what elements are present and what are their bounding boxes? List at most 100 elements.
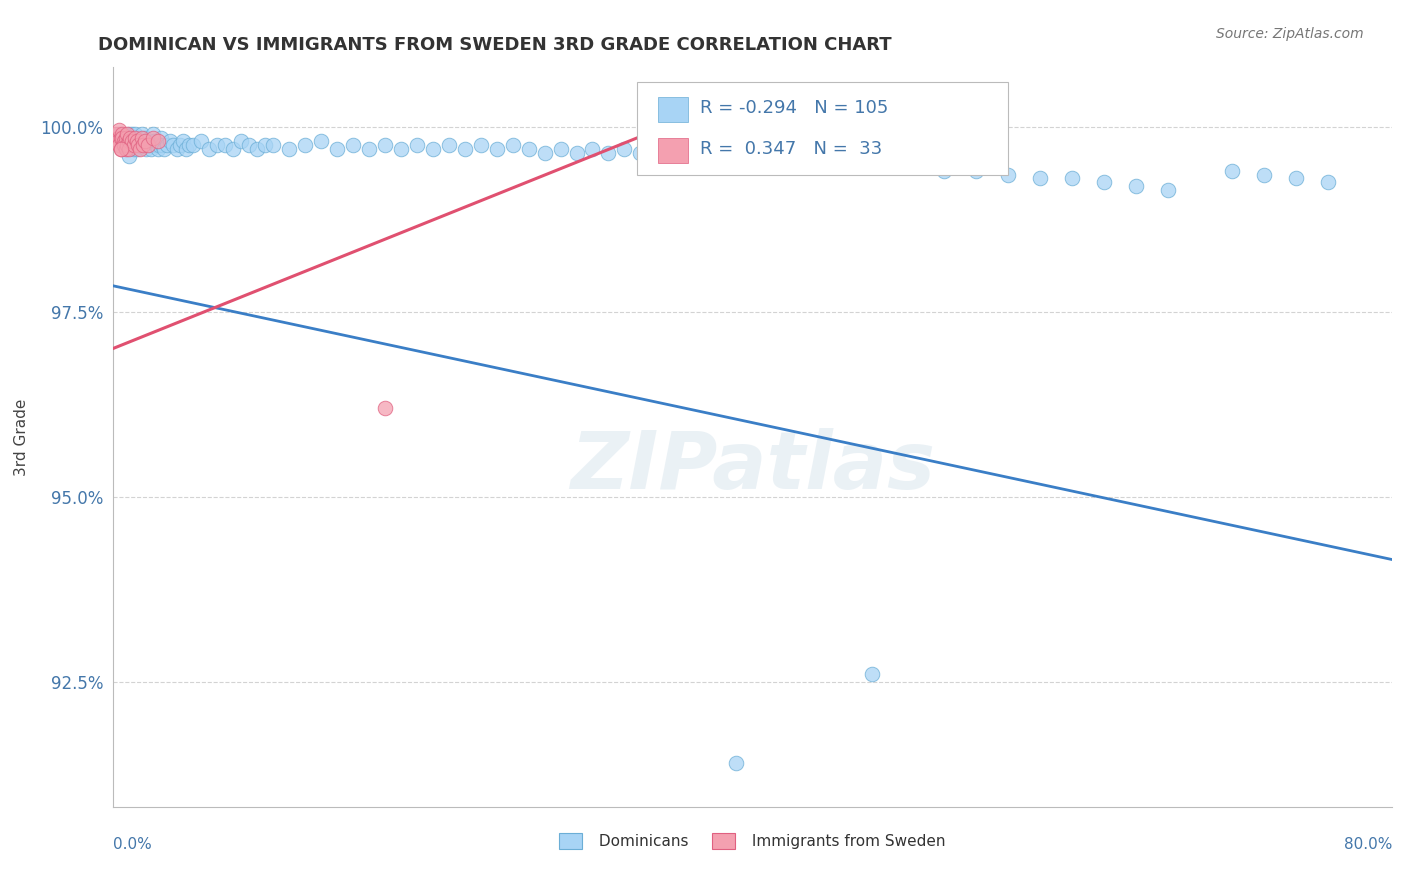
Point (134, 130, 156, 145)
Point (108, 123, 131, 137)
Point (122, 138, 145, 153)
Point (148, 138, 170, 153)
Point (1285, 171, 1308, 186)
Point (115, 142, 138, 156)
Point (453, 142, 475, 156)
Point (142, 127, 165, 141)
Point (120, 130, 142, 145)
Point (853, 161, 876, 175)
Point (517, 142, 540, 156)
Point (901, 161, 924, 175)
Point (837, 156, 859, 170)
Point (581, 142, 603, 156)
Point (806, 156, 828, 170)
Point (598, 145, 620, 160)
Point (741, 149, 763, 163)
Point (374, 401, 396, 415)
Y-axis label: 3rd Grade: 3rd Grade (14, 399, 30, 476)
Point (143, 135, 166, 149)
Point (1092, 175, 1115, 189)
Point (149, 130, 172, 145)
Point (111, 127, 134, 141)
Point (142, 130, 165, 145)
Text: 80.0%: 80.0% (1344, 837, 1392, 852)
Point (118, 135, 141, 149)
Point (374, 138, 396, 153)
Point (678, 142, 700, 156)
Text: R =  0.347   N =  33: R = 0.347 N = 33 (700, 140, 882, 158)
Point (150, 138, 173, 153)
Point (502, 138, 524, 153)
Point (389, 142, 412, 156)
Point (127, 138, 149, 153)
Point (118, 127, 141, 141)
Point (169, 138, 191, 153)
Point (125, 142, 148, 156)
FancyBboxPatch shape (658, 137, 689, 163)
Point (118, 142, 141, 156)
Point (131, 130, 153, 145)
Point (162, 138, 184, 153)
Point (485, 142, 508, 156)
Point (1157, 182, 1180, 196)
Point (120, 138, 142, 153)
Point (114, 138, 136, 153)
Point (111, 130, 134, 145)
Point (437, 138, 460, 153)
Point (134, 135, 156, 149)
Point (405, 138, 427, 153)
Point (121, 135, 143, 149)
Point (246, 142, 269, 156)
Point (127, 138, 149, 153)
Point (422, 142, 444, 156)
Point (773, 149, 796, 163)
Point (112, 138, 135, 153)
Point (114, 130, 136, 145)
Point (122, 142, 145, 156)
Point (550, 142, 572, 156)
FancyBboxPatch shape (637, 82, 1008, 175)
Point (661, 127, 683, 141)
Point (645, 142, 668, 156)
Point (108, 127, 131, 141)
Point (131, 127, 153, 141)
Point (136, 138, 159, 153)
Point (997, 168, 1019, 182)
Text: 0.0%: 0.0% (112, 837, 152, 852)
Point (229, 135, 252, 149)
Point (821, 153, 844, 167)
Point (138, 138, 160, 153)
Point (112, 130, 135, 145)
Point (136, 135, 159, 149)
Point (129, 142, 152, 156)
Point (630, 145, 652, 160)
Point (122, 130, 145, 145)
Point (253, 138, 276, 153)
Point (124, 130, 146, 145)
Point (934, 164, 956, 178)
Point (139, 142, 162, 156)
Text: R = -0.294   N = 105: R = -0.294 N = 105 (700, 99, 889, 117)
Point (115, 127, 138, 141)
Point (221, 142, 243, 156)
Point (789, 153, 811, 167)
Point (174, 142, 197, 156)
Point (886, 161, 908, 175)
Point (121, 127, 143, 141)
Point (758, 153, 780, 167)
Point (159, 135, 181, 149)
Point (1029, 171, 1052, 186)
Legend:  Dominicans,  Immigrants from Sweden: Dominicans, Immigrants from Sweden (553, 827, 952, 855)
Point (238, 138, 260, 153)
Point (121, 135, 143, 149)
Point (661, 145, 683, 160)
Point (294, 138, 316, 153)
Point (132, 138, 155, 153)
Text: Source: ZipAtlas.com: Source: ZipAtlas.com (1216, 27, 1364, 41)
Point (1062, 171, 1084, 186)
Point (124, 127, 146, 141)
Point (309, 135, 332, 149)
Point (110, 142, 132, 156)
Point (197, 142, 219, 156)
Point (262, 138, 284, 153)
